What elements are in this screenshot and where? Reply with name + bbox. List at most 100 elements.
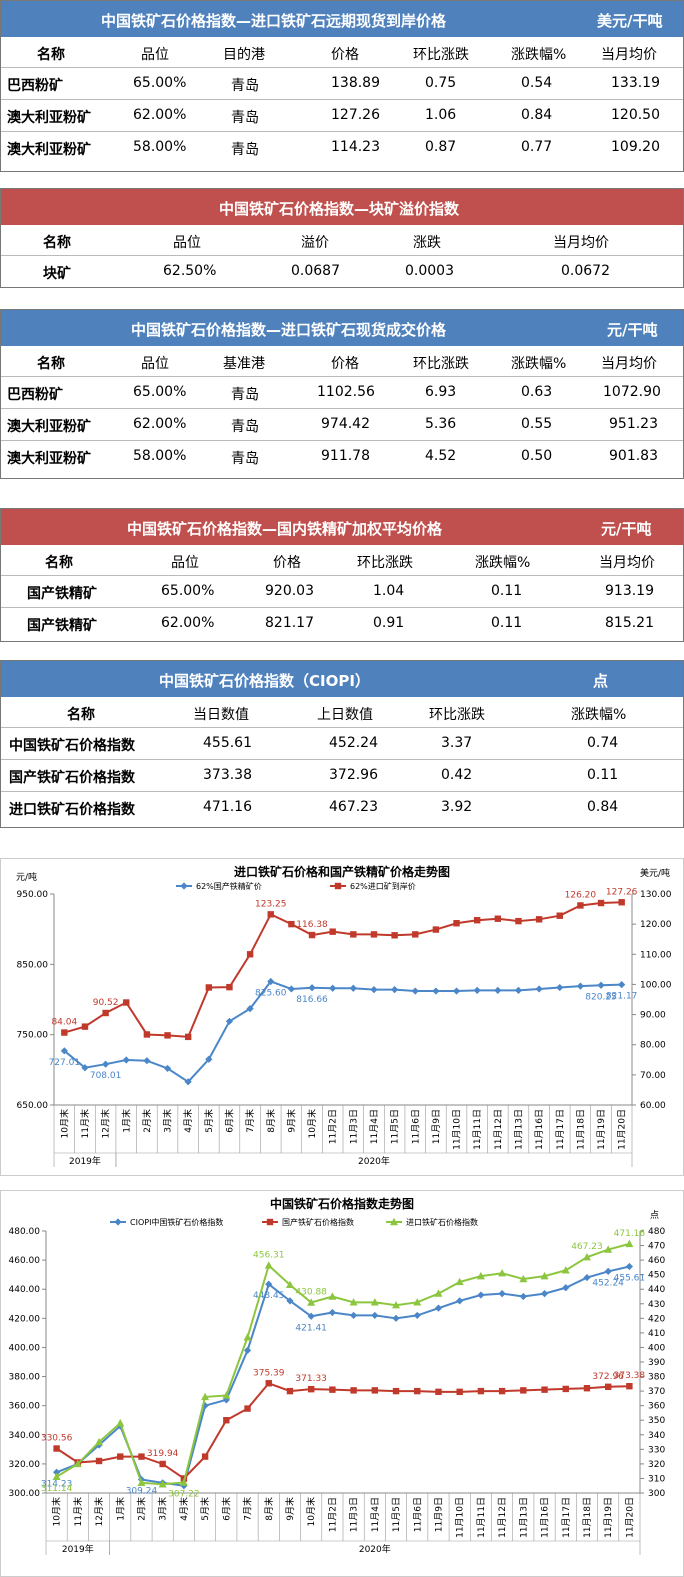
cell-month-avg: 133.19 xyxy=(611,75,660,91)
data-point xyxy=(329,928,336,935)
legend-label: CIOPI中国铁矿石价格指数 xyxy=(130,1217,223,1227)
x-tick-label: 7月末 xyxy=(244,1109,256,1133)
data-point xyxy=(137,1478,146,1487)
col-header: 当月均价 xyxy=(601,356,657,372)
cell-grade: 58.00% xyxy=(133,448,187,464)
data-point xyxy=(159,1460,166,1468)
cell-change: 0.87 xyxy=(425,139,457,155)
data-point xyxy=(597,899,605,907)
cell-change-pct: 0.55 xyxy=(521,416,553,432)
col-header: 目的港 xyxy=(223,47,265,63)
data-point xyxy=(432,926,440,933)
data-point xyxy=(392,1387,400,1395)
cell-prev-day: 452.24 xyxy=(329,735,378,751)
chart-title: 进口铁矿石价格和国产铁精矿价格走势图 xyxy=(234,864,450,879)
table-title: 中国铁矿石价格指数—国内铁精矿加权平均价格 xyxy=(127,520,443,538)
data-point xyxy=(370,1298,379,1306)
col-header: 价格 xyxy=(273,555,301,571)
col-header: 品位 xyxy=(141,356,169,372)
y-tick-label-right: 130.00 xyxy=(640,890,672,900)
y-axis-unit-right: 美元/吨 xyxy=(640,867,670,879)
x-tick-label: 11月6日 xyxy=(412,1497,423,1532)
data-point xyxy=(52,1472,61,1480)
chart-price-trend-svg: 进口铁矿石价格和国产铁精矿价格走势图 元/吨 美元/吨 62%国产铁精矿价 62%进口矿… xyxy=(0,858,684,1176)
col-header: 名称 xyxy=(37,47,65,63)
data-label: 90.52 xyxy=(93,998,119,1008)
data-label: 116.38 xyxy=(296,920,328,930)
y-tick-label-left: 420.00 xyxy=(9,1314,41,1324)
data-point xyxy=(391,986,399,994)
y-tick-label-left: 360.00 xyxy=(9,1402,41,1412)
x-tick-label: 11月5日 xyxy=(391,1497,402,1532)
table-header-row: 名称 品位 价格 环比涨跌 涨跌幅% 当月均价 xyxy=(1,545,683,575)
col-header: 名称 xyxy=(43,235,71,251)
table-row: 澳大利亚粉矿 62.00% 青岛 974.42 5.36 0.55 951.23 xyxy=(1,408,683,440)
data-point xyxy=(412,931,419,938)
series-line-1 xyxy=(56,1382,630,1480)
cell-port: 青岛 xyxy=(231,78,259,94)
cell-grade: 62.00% xyxy=(161,615,215,631)
x-tick-label: 1月末 xyxy=(120,1109,132,1133)
x-tick-label: 3月末 xyxy=(162,1109,174,1133)
row-name: 国产铁矿石价格指数 xyxy=(9,770,135,786)
table-lump-premium: 中国铁矿石价格指数—块矿溢价指数 名称 品位 溢价 涨跌 当月均价 块矿 62.… xyxy=(0,188,684,288)
data-point xyxy=(222,1396,230,1404)
cell-today: 471.16 xyxy=(203,799,252,815)
cell-month-avg: 0.0672 xyxy=(561,263,610,279)
table-domestic-concentrate: 中国铁矿石价格指数—国内铁精矿加权平均价格 元/干吨 名称 品位 价格 环比涨跌… xyxy=(0,508,684,642)
data-point xyxy=(138,1453,145,1460)
data-point xyxy=(520,1387,527,1394)
cell-price: 821.17 xyxy=(265,615,314,631)
data-label: 84.04 xyxy=(51,1018,77,1028)
year-label: 2019年 xyxy=(69,1155,101,1167)
y-axis-unit-left: 元/吨 xyxy=(16,871,37,883)
col-header: 基准港 xyxy=(223,356,265,372)
cell-month-avg: 901.83 xyxy=(609,448,658,464)
y-tick-label-right: 440 xyxy=(648,1285,665,1295)
data-point xyxy=(561,1266,570,1274)
table-row: 澳大利亚粉矿 58.00% 青岛 114.23 0.87 0.77 109.20 xyxy=(1,131,683,163)
cell-month-avg: 109.20 xyxy=(611,139,660,155)
data-label: 708.01 xyxy=(90,1071,122,1081)
cell-change: 0.42 xyxy=(441,767,473,783)
data-point xyxy=(371,1311,379,1320)
cell-port: 青岛 xyxy=(231,110,259,126)
x-tick-label: 1月末 xyxy=(114,1497,126,1521)
y-tick-label-right: 460 xyxy=(648,1256,665,1266)
x-tick-label: 11月16日 xyxy=(534,1109,545,1150)
y-tick-label-right: 320 xyxy=(648,1460,665,1470)
x-tick-label: 11月2日 xyxy=(327,1497,338,1532)
data-point xyxy=(102,1009,109,1017)
data-point xyxy=(143,1057,151,1065)
cell-change-pct: 0.54 xyxy=(521,75,553,91)
data-point xyxy=(123,999,130,1006)
data-label: 319.94 xyxy=(147,1449,179,1459)
x-tick-label: 5月末 xyxy=(203,1109,215,1133)
y-tick-label-right: 120.00 xyxy=(640,920,672,930)
x-tick-label: 11月11日 xyxy=(476,1497,487,1538)
col-header: 涨跌幅% xyxy=(475,555,531,571)
x-tick-label: 11月20日 xyxy=(624,1497,635,1538)
y-tick-label-right: 70.00 xyxy=(640,1071,666,1081)
cell-change: 4.52 xyxy=(425,448,457,464)
data-label: 820.25 xyxy=(585,992,617,1002)
cell-change-pct: 0.84 xyxy=(587,799,619,815)
data-point xyxy=(370,986,378,994)
data-point xyxy=(434,1289,443,1297)
table-title: 中国铁矿石价格指数—进口铁矿石现货成交价格 xyxy=(131,321,447,339)
x-tick-label: 11月3日 xyxy=(349,1497,360,1532)
data-label: 371.33 xyxy=(295,1374,327,1384)
row-name: 国产铁精矿 xyxy=(27,618,97,634)
cell-port: 青岛 xyxy=(231,387,259,403)
data-point xyxy=(477,1387,485,1395)
y-axis-unit-right: 点 xyxy=(650,1210,659,1221)
table-row: 国产铁精矿 65.00% 920.03 1.04 0.11 913.19 xyxy=(1,575,683,607)
cell-price: 920.03 xyxy=(265,583,314,599)
data-label: 430.88 xyxy=(295,1287,327,1297)
table-import-forward-price: 中国铁矿石价格指数—进口铁矿石远期现货到岸价格 美元/干吨 名称 品位 目的港 … xyxy=(0,0,684,172)
data-label: 375.39 xyxy=(253,1368,285,1378)
table-header-row: 名称 品位 溢价 涨跌 当月均价 xyxy=(1,225,683,255)
table-row: 澳大利亚粉矿 58.00% 青岛 911.78 4.52 0.50 901.83 xyxy=(1,440,683,472)
cell-price: 974.42 xyxy=(321,416,370,432)
data-point xyxy=(562,1385,569,1393)
